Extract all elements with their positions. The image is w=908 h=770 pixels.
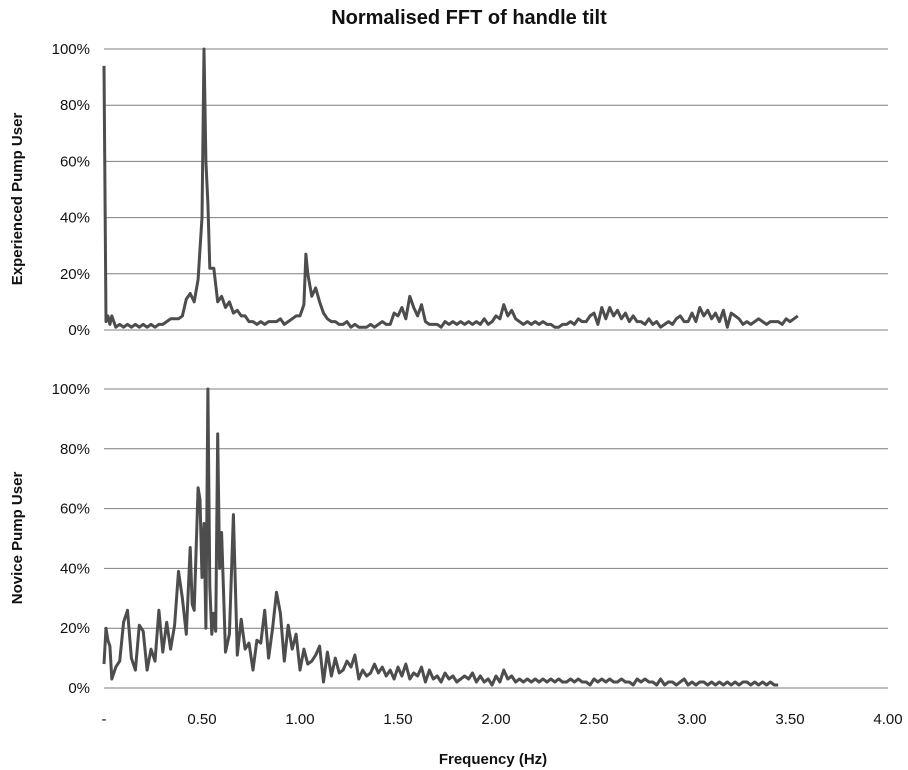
- ylabel-experienced: Experienced Pump User: [9, 113, 26, 286]
- y-tick-label: 40%: [60, 210, 90, 227]
- gridlines-experienced: [104, 48, 888, 331]
- y-tick-label: 40%: [60, 560, 90, 577]
- x-ticks: - 0.50 1.00 1.50 2.00 2.50 3.00 3.50 4.00: [102, 711, 903, 728]
- y-tick-label: 100%: [52, 381, 90, 398]
- x-tick-label: 1.50: [383, 711, 412, 728]
- y-tick-label: 60%: [60, 153, 90, 170]
- x-tick-label: 2.00: [481, 711, 510, 728]
- y-ticks-experienced: 0% 20% 40% 60% 80% 100%: [52, 41, 90, 339]
- y-ticks-novice: 0% 20% 40% 60% 80% 100%: [52, 381, 90, 697]
- y-tick-label: 0%: [68, 680, 90, 697]
- x-tick-label: 3.50: [775, 711, 804, 728]
- x-tick-label: 0.50: [187, 711, 216, 728]
- y-tick-label: 20%: [60, 620, 90, 637]
- y-tick-label: 0%: [68, 322, 90, 339]
- series-line-experienced: [102, 47, 799, 329]
- gridlines-novice: [104, 388, 888, 689]
- chart-title: Normalised FFT of handle tilt: [331, 7, 607, 29]
- ylabel-novice: Novice Pump User: [9, 472, 26, 605]
- x-tick-label: 4.00: [873, 711, 902, 728]
- y-tick-label: 80%: [60, 97, 90, 114]
- series-line-novice: [102, 387, 779, 687]
- x-tick-label: 2.50: [579, 711, 608, 728]
- y-tick-label: 60%: [60, 501, 90, 518]
- y-tick-label: 20%: [60, 266, 90, 283]
- x-tick-label: 3.00: [677, 711, 706, 728]
- x-tick-label: 1.00: [285, 711, 314, 728]
- y-tick-label: 80%: [60, 441, 90, 458]
- xlabel: Frequency (Hz): [439, 751, 547, 768]
- y-tick-label: 100%: [52, 41, 90, 58]
- panel-experienced: Experienced Pump User 0% 20% 40% 60% 80% 100%: [9, 41, 888, 339]
- x-tick-label: -: [102, 711, 107, 728]
- panel-novice: Novice Pump User 0% 20% 40% 60% 80% 100%: [9, 381, 888, 697]
